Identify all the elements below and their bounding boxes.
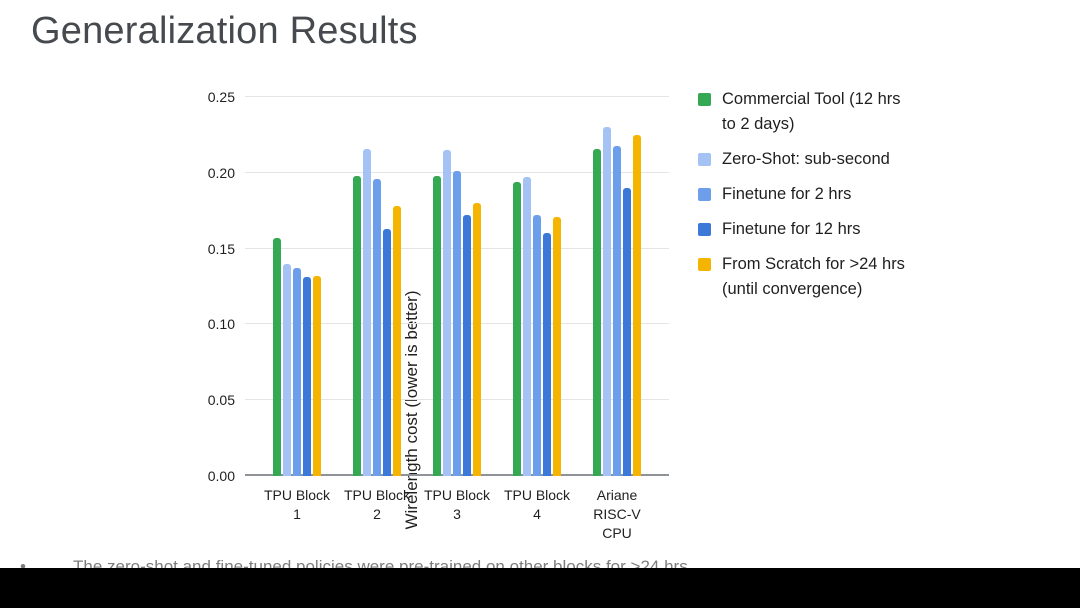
legend-label: Finetune for 2 hrs [722,185,852,203]
x-axis-label: TPU Block 4 [503,487,571,522]
y-tick-label: 0.05 [207,392,235,409]
gridline [245,96,669,97]
bar [303,277,311,476]
bar [383,228,391,476]
legend-swatch-icon [698,153,711,166]
legend-label: Finetune for 12 hrs [722,220,861,238]
bar [273,238,281,476]
chart-legend: Commercial Tool (12 hrs to 2 days) Zero-S… [698,87,928,312]
bar [513,181,521,476]
legend-label: From Scratch for >24 hrs (until converge… [722,255,905,298]
legend-swatch-icon [698,223,711,236]
bar-group [497,97,577,476]
x-axis-label: TPU Block 2 [343,487,411,522]
x-axis-label: Ariane RISC-V CPU [593,487,641,541]
bar [443,150,451,476]
bar [613,145,621,476]
bar-group [417,97,497,476]
bar [633,134,641,476]
legend-label: Zero-Shot: sub-second [722,150,890,168]
bar [603,127,611,476]
bar [433,175,441,476]
bar [533,215,541,476]
legend-swatch-icon [698,258,711,271]
legend-item: Finetune for 12 hrs [698,217,928,242]
legend-item: Finetune for 2 hrs [698,182,928,207]
letterbox-bar [0,568,1080,608]
footnote-bullet-icon: • [20,557,26,576]
bar [593,148,601,476]
bar-group [337,97,417,476]
bar-group [257,97,337,476]
page-title: Generalization Results [31,10,418,52]
bar [543,233,551,476]
x-axis-label: TPU Block 1 [263,487,331,522]
legend-swatch-icon [698,188,711,201]
bar-group [577,97,657,476]
bar [393,206,401,476]
bar [623,187,631,476]
bar [523,177,531,476]
bar [293,268,301,476]
legend-swatch-icon [698,93,711,106]
x-axis-label: TPU Block 3 [423,487,491,522]
y-tick-label: 0.10 [207,316,235,333]
bar [453,171,461,476]
legend-item: From Scratch for >24 hrs (until converge… [698,252,928,302]
bar [283,263,291,476]
legend-item: Commercial Tool (12 hrs to 2 days) [698,87,928,137]
bar [473,203,481,476]
bar [463,215,471,476]
bar [313,275,321,476]
bar [553,216,561,476]
bar [373,178,381,476]
bar [363,148,371,476]
y-tick-label: 0.25 [207,89,235,105]
y-tick-label: 0.20 [207,164,235,181]
y-tick-label: 0.00 [207,468,235,484]
bar [353,175,361,476]
y-tick-label: 0.15 [207,240,235,257]
bar-chart: Wirelength cost (lower is better) 0.00 0.… [208,89,669,541]
legend-item: Zero-Shot: sub-second [698,147,928,172]
legend-label: Commercial Tool (12 hrs to 2 days) [722,90,901,133]
